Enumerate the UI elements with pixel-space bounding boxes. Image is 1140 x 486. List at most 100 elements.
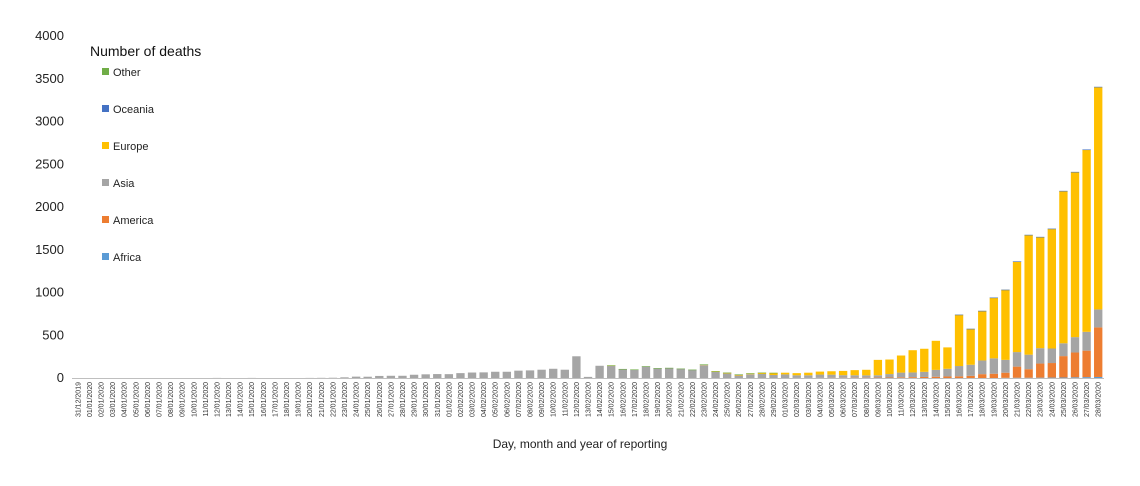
bar-asia	[630, 369, 639, 378]
bar-asia	[595, 365, 604, 378]
bar-oceania	[1047, 228, 1056, 230]
x-tick-label: 07/02/2020	[516, 382, 523, 417]
bar-other	[630, 369, 639, 371]
bar-other	[676, 368, 685, 370]
x-tick-label: 07/01/2020	[156, 382, 163, 417]
bar-asia	[653, 368, 662, 378]
bar-asia	[1070, 337, 1080, 353]
x-tick-label: 16/01/2020	[261, 382, 268, 417]
bar-asia	[386, 375, 396, 378]
y-tick-label: 4000	[35, 28, 64, 43]
bar-other	[757, 372, 767, 374]
bar-europe	[966, 328, 975, 365]
x-tick-label: 30/01/2020	[423, 382, 430, 417]
bar-asia	[421, 374, 430, 378]
bar-asia	[931, 369, 941, 377]
bar-america	[978, 374, 987, 378]
x-tick-label: 11/01/2020	[203, 382, 210, 417]
bar-asia	[1082, 331, 1091, 351]
x-tick-label: 19/03/2020	[991, 382, 998, 417]
bar-oceania	[1070, 171, 1080, 173]
bar-asia	[618, 369, 627, 378]
x-tick-label: 13/01/2020	[226, 382, 233, 417]
bar-other	[711, 371, 720, 372]
x-tick-label: 02/01/2020	[98, 382, 105, 417]
bar-asia	[363, 376, 372, 378]
bar-asia	[885, 374, 894, 378]
bar-asia	[444, 374, 454, 378]
x-tick-label: 06/03/2020	[841, 382, 848, 417]
bar-asia	[375, 375, 384, 378]
bar-asia	[467, 372, 477, 378]
bar-asia	[838, 375, 848, 378]
bar-america	[862, 377, 871, 379]
x-tick-label: 21/01/2020	[319, 382, 326, 417]
bar-america	[920, 376, 929, 378]
y-tick-label: 3500	[35, 71, 64, 86]
bar-other	[722, 372, 732, 374]
x-tick-label: 03/02/2020	[470, 382, 477, 417]
x-tick-label: 01/02/2020	[446, 382, 453, 417]
bar-asia	[479, 372, 488, 378]
bar-asia	[676, 368, 685, 378]
bar-asia	[409, 374, 419, 378]
bar-oceania	[966, 328, 975, 330]
bar-europe	[908, 350, 917, 373]
x-tick-label: 22/02/2020	[690, 382, 697, 417]
x-tick-label: 18/01/2020	[284, 382, 291, 417]
x-tick-label: 10/01/2020	[191, 382, 198, 417]
bar-other	[746, 373, 755, 374]
x-tick-label: 09/02/2020	[539, 382, 546, 417]
bar-asia	[433, 374, 442, 378]
bar-asia	[1012, 352, 1022, 367]
x-tick-label: 23/03/2020	[1038, 382, 1045, 417]
bar-europe	[885, 359, 894, 375]
bar-oceania	[1036, 236, 1045, 238]
bar-asia	[1036, 348, 1045, 364]
x-tick-label: 23/01/2020	[342, 382, 349, 417]
bar-oceania	[1001, 289, 1010, 291]
y-tick-label: 2000	[35, 199, 64, 214]
bar-asia	[815, 374, 825, 378]
bar-africa	[1047, 377, 1056, 379]
bar-america	[966, 375, 975, 378]
bar-oceania	[1082, 149, 1091, 151]
x-tick-label: 29/02/2020	[771, 382, 778, 417]
x-tick-label: 14/03/2020	[933, 382, 940, 417]
bar-asia	[1059, 343, 1068, 357]
y-tick-label: 0	[57, 370, 64, 385]
bar-other	[641, 366, 651, 367]
bar-europe	[780, 372, 790, 375]
bar-asia	[896, 372, 906, 378]
x-tick-label: 17/01/2020	[272, 382, 279, 417]
x-tick-label: 26/01/2020	[377, 382, 384, 417]
bar-europe	[838, 370, 848, 376]
bar-europe	[1059, 191, 1068, 344]
bar-america	[943, 376, 952, 378]
legend-label-other: Other	[113, 67, 141, 79]
bar-asia	[572, 356, 581, 378]
x-tick-label: 04/03/2020	[817, 382, 824, 417]
bar-asia	[746, 374, 755, 378]
bar-asia	[954, 366, 964, 377]
x-tick-label: 09/03/2020	[875, 382, 882, 417]
bar-other	[653, 368, 662, 369]
bar-africa	[1082, 377, 1091, 378]
legend-label-oceania: Oceania	[113, 104, 155, 116]
y-tick-label: 500	[42, 327, 64, 342]
y-tick-label: 1500	[35, 242, 64, 257]
bar-asia	[688, 369, 697, 378]
bar-asia	[502, 371, 512, 378]
x-tick-label: 08/02/2020	[528, 382, 535, 417]
bar-asia	[943, 368, 952, 377]
bar-africa	[1070, 377, 1080, 378]
bar-europe	[757, 372, 767, 374]
y-tick-label: 1000	[35, 285, 64, 300]
bar-america	[896, 377, 906, 378]
bar-america	[954, 376, 964, 378]
bar-europe	[1024, 234, 1033, 355]
bar-america	[1082, 350, 1091, 378]
x-tick-label: 24/02/2020	[713, 382, 720, 417]
x-tick-label: 14/02/2020	[597, 382, 604, 417]
